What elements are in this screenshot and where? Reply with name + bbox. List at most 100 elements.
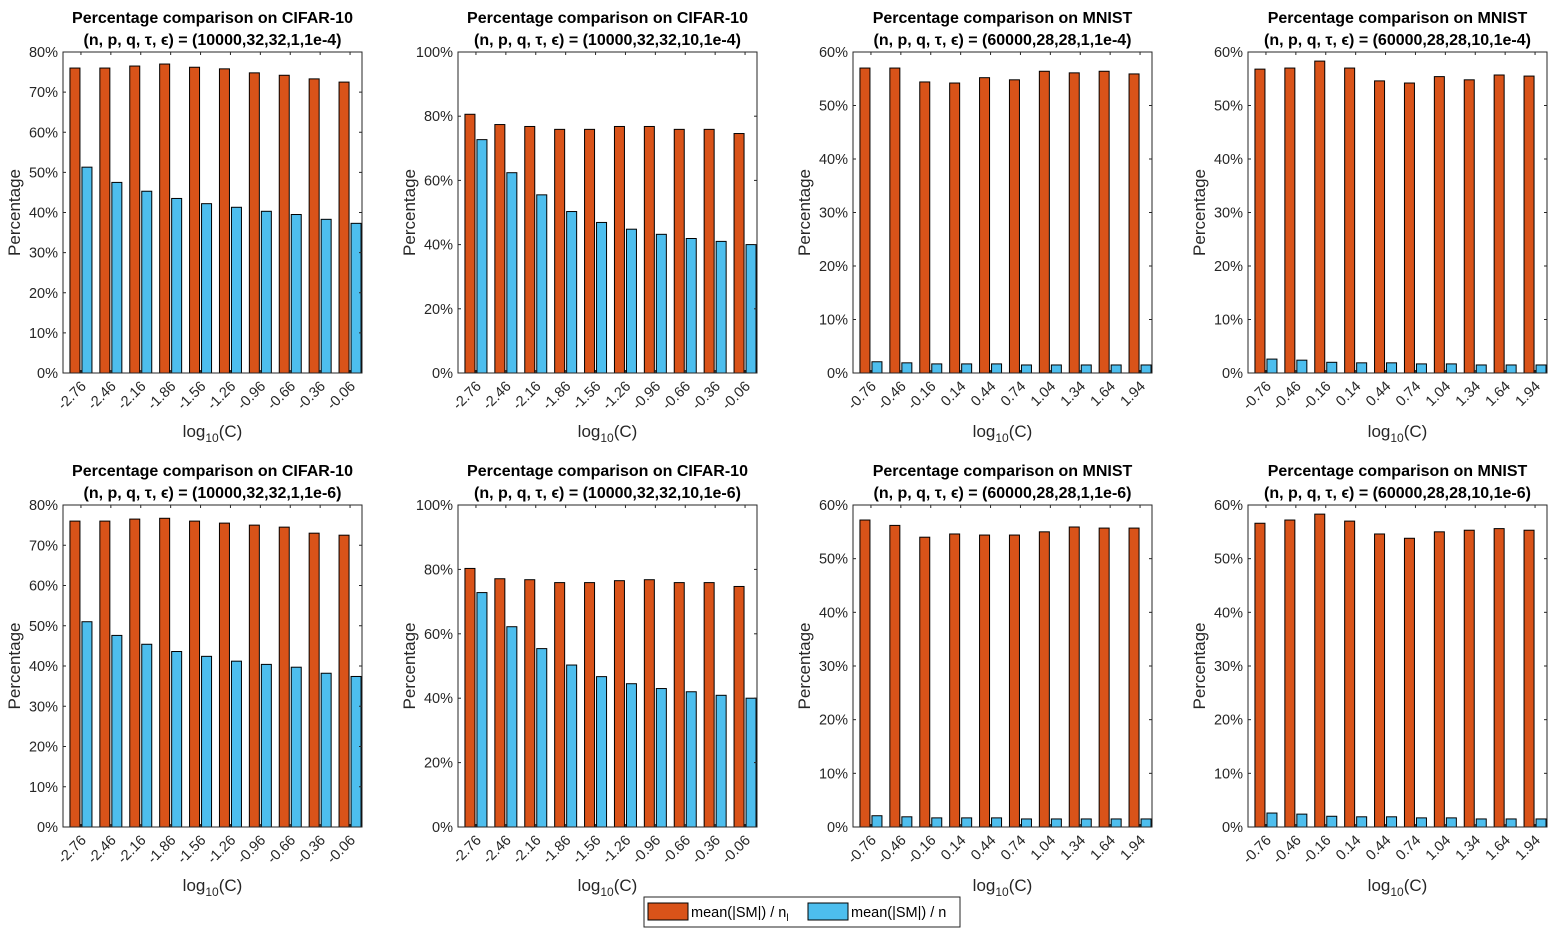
chart-subtitle: (n, p, q, τ, ϵ) = (60000,28,28,1,1e-4) <box>873 32 1131 49</box>
subplot-2: Percentage comparison on CIFAR-10 (n, p, … <box>400 10 758 445</box>
x-tick-label: -0.76 <box>1240 379 1275 414</box>
bars <box>1254 60 1547 373</box>
bar-blue-9 <box>320 672 332 827</box>
bar-blue-8 <box>1080 818 1092 827</box>
y-tick-label: 10% <box>819 313 848 329</box>
x-tick-label: 0.74 <box>1393 833 1424 864</box>
y-tick-label: 40% <box>424 691 453 707</box>
y-tick-label: 40% <box>1214 152 1243 168</box>
y-tick-label: 0% <box>1222 366 1243 382</box>
legend-label-blue: mean(|SM|) / n <box>851 905 946 921</box>
bar-orange-5 <box>1374 533 1386 827</box>
bars <box>464 113 757 373</box>
x-tick-label: -1.26 <box>600 379 635 414</box>
bar-blue-6 <box>1415 363 1427 373</box>
x-tick-label: -0.36 <box>689 833 724 868</box>
y-tick-label: 40% <box>819 152 848 168</box>
bar-blue-10 <box>350 675 362 827</box>
chart-title: Percentage comparison on CIFAR-10 <box>467 463 748 480</box>
y-tick-label: 10% <box>819 766 848 782</box>
bar-orange-1 <box>1254 68 1266 373</box>
x-tick-label: -0.36 <box>294 379 329 414</box>
bar-blue-7 <box>1050 364 1062 373</box>
bar-blue-7 <box>1445 817 1457 827</box>
y-tick-label: 10% <box>29 326 58 342</box>
bar-orange-6 <box>613 580 625 827</box>
bar-blue-6 <box>230 660 242 827</box>
x-axis-label: log10(C) <box>183 876 243 899</box>
chart-title: Percentage comparison on CIFAR-10 <box>72 463 353 480</box>
bar-orange-1 <box>464 113 476 373</box>
subplot-7: Percentage comparison on MNIST (n, p, q, … <box>795 463 1153 899</box>
bar-orange-7 <box>1038 70 1050 373</box>
bar-blue-3 <box>536 648 548 827</box>
x-tick-label: -0.16 <box>1300 833 1335 868</box>
bar-orange-9 <box>703 128 715 373</box>
legend: mean(|SM|) / nl mean(|SM|) / n <box>643 896 961 928</box>
y-tick-label: 60% <box>424 173 453 189</box>
bar-orange-7 <box>643 579 655 827</box>
axes-box <box>1247 504 1548 828</box>
bar-orange-1 <box>859 519 871 827</box>
y-tick-label: 80% <box>29 45 58 61</box>
bar-orange-7 <box>1433 531 1445 827</box>
x-tick-label: 1.04 <box>1028 833 1059 864</box>
y-tick-label: 10% <box>1214 766 1243 782</box>
x-tick-label: -1.86 <box>540 379 575 414</box>
bars <box>859 519 1152 827</box>
x-tick-label: 1.94 <box>1118 833 1149 864</box>
bar-blue-2 <box>901 816 913 827</box>
bar-orange-7 <box>1433 76 1445 373</box>
bar-orange-5 <box>584 128 596 373</box>
x-tick-label: -0.06 <box>719 379 754 414</box>
x-tick-label: 0.44 <box>968 833 999 864</box>
bars <box>1254 513 1547 827</box>
bar-blue-1 <box>476 139 488 373</box>
bar-blue-8 <box>290 214 302 373</box>
x-tick-label: 1.64 <box>1483 379 1514 410</box>
y-axis-label: Percentage <box>795 623 814 710</box>
y-tick-label: 60% <box>1214 498 1243 514</box>
bar-orange-3 <box>1314 60 1326 373</box>
bar-blue-2 <box>111 181 123 373</box>
y-tick-label: 80% <box>424 562 453 578</box>
bar-orange-10 <box>733 585 745 827</box>
bar-blue-4 <box>961 817 973 827</box>
bar-orange-3 <box>524 579 536 827</box>
bar-blue-7 <box>1050 818 1062 827</box>
x-axis-label: log10(C) <box>1368 422 1428 445</box>
y-tick-label: 60% <box>29 579 58 595</box>
bar-orange-5 <box>189 520 201 827</box>
bar-blue-5 <box>596 221 608 373</box>
bar-orange-6 <box>218 68 230 373</box>
y-tick-label: 0% <box>827 366 848 382</box>
bar-orange-4 <box>1344 67 1356 373</box>
y-tick-label: 20% <box>424 756 453 772</box>
bars <box>69 517 362 827</box>
y-tick-label: 40% <box>29 659 58 675</box>
bar-orange-3 <box>919 81 931 373</box>
x-tick-label: -0.06 <box>324 833 359 868</box>
bar-blue-7 <box>655 688 667 827</box>
x-tick-label: -0.46 <box>1270 833 1305 868</box>
bar-blue-5 <box>596 676 608 827</box>
x-tick-label: -2.76 <box>55 833 90 868</box>
bar-orange-2 <box>889 67 901 373</box>
y-axis-label: Percentage <box>400 169 419 256</box>
x-tick-label: -2.16 <box>115 379 150 414</box>
bar-blue-8 <box>685 691 697 827</box>
bar-orange-8 <box>278 526 290 827</box>
bar-orange-5 <box>1374 80 1386 373</box>
bar-blue-5 <box>201 655 213 827</box>
bar-orange-8 <box>1068 526 1080 827</box>
bar-blue-8 <box>685 238 697 373</box>
x-tick-label: -1.56 <box>175 379 210 414</box>
bar-blue-9 <box>320 218 332 373</box>
bar-blue-4 <box>1356 362 1368 373</box>
y-tick-label: 40% <box>424 238 453 254</box>
chart-subtitle: (n, p, q, τ, ϵ) = (10000,32,32,10,1e-4) <box>474 32 741 49</box>
x-tick-label: -1.26 <box>205 833 240 868</box>
bar-orange-6 <box>1403 537 1415 827</box>
y-tick-label: 60% <box>29 125 58 141</box>
y-tick-label: 30% <box>1214 659 1243 675</box>
